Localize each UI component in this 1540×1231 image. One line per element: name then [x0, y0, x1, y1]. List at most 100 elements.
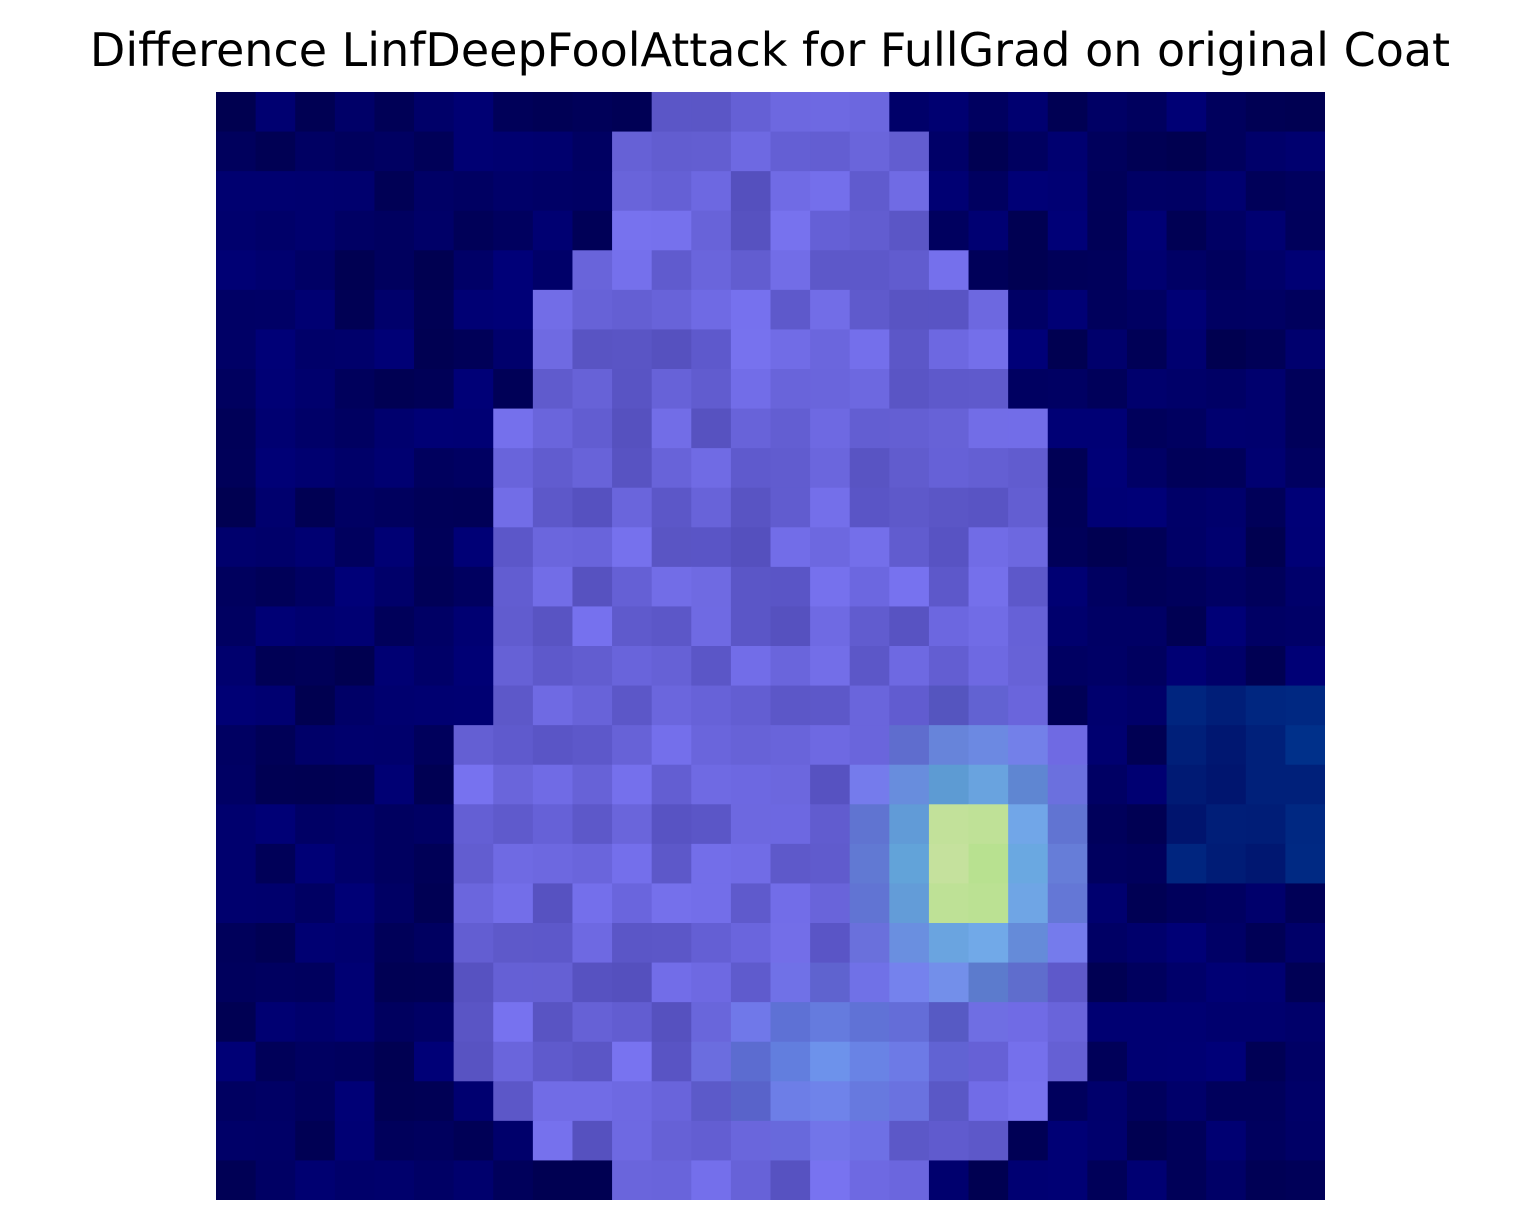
heatmap-cell — [810, 92, 851, 133]
heatmap-cell — [1206, 923, 1247, 964]
heatmap-cell — [572, 1120, 613, 1162]
heatmap-cell — [1206, 369, 1247, 410]
heatmap-cell — [612, 527, 653, 568]
heatmap-cell — [334, 646, 376, 687]
heatmap-cell — [889, 171, 930, 212]
heatmap-cell — [1047, 250, 1088, 291]
heatmap-cell — [612, 92, 653, 133]
heatmap-cell — [889, 329, 930, 370]
heatmap-cell — [1245, 646, 1286, 687]
heatmap-cell — [334, 725, 376, 766]
heatmap-cell — [691, 685, 732, 726]
heatmap-cell — [255, 92, 296, 133]
heatmap-cell — [612, 131, 653, 172]
heatmap-cell — [1047, 566, 1088, 608]
heatmap-cell — [1166, 962, 1207, 1003]
heatmap-cell — [1087, 843, 1128, 885]
heatmap-cell — [374, 843, 415, 885]
heatmap-cell — [889, 566, 930, 608]
heatmap-cell — [730, 408, 772, 449]
heatmap-cell — [1245, 250, 1286, 291]
heatmap-cell — [532, 843, 574, 885]
heatmap-cell — [255, 843, 296, 885]
heatmap-cell — [1166, 685, 1207, 726]
heatmap-cell — [889, 369, 930, 410]
heatmap-cell — [1087, 764, 1128, 805]
heatmap-cell — [414, 883, 455, 924]
heatmap-cell — [1285, 527, 1325, 568]
heatmap-cell — [651, 1041, 692, 1082]
heatmap-cell — [849, 527, 890, 568]
heatmap-cell — [1206, 1081, 1247, 1122]
heatmap-cell — [1166, 171, 1207, 212]
heatmap-cell — [414, 685, 455, 726]
heatmap-cell — [493, 646, 534, 687]
heatmap-cell — [730, 487, 772, 528]
heatmap-cell — [730, 210, 772, 251]
heatmap-cell — [1087, 92, 1128, 133]
heatmap-cell — [849, 843, 890, 885]
heatmap-cell — [453, 764, 494, 805]
heatmap-cell — [1285, 210, 1325, 251]
heatmap-cell — [532, 804, 574, 845]
heatmap-cell — [374, 289, 415, 331]
heatmap-cell — [255, 1160, 296, 1200]
heatmap-cell — [691, 1081, 732, 1122]
heatmap-cell — [928, 1041, 970, 1082]
heatmap-cell — [414, 1002, 455, 1043]
heatmap-cell — [928, 1081, 970, 1122]
heatmap-cell — [453, 369, 494, 410]
heatmap-cell — [1126, 764, 1168, 805]
heatmap-cell — [968, 566, 1009, 608]
heatmap-cell — [493, 408, 534, 449]
heatmap-cell — [334, 210, 376, 251]
heatmap-cell — [374, 527, 415, 568]
heatmap-cell — [1087, 804, 1128, 845]
heatmap-cell — [532, 448, 574, 489]
heatmap-cell — [295, 289, 336, 331]
heatmap-cell — [968, 1081, 1009, 1122]
heatmap-cell — [453, 1120, 494, 1162]
heatmap-cell — [1126, 250, 1168, 291]
heatmap-cell — [968, 883, 1009, 924]
heatmap-cell — [1285, 646, 1325, 687]
heatmap-cell — [255, 1120, 296, 1162]
heatmap-cell — [295, 843, 336, 885]
heatmap-cell — [1008, 210, 1049, 251]
heatmap-cell — [374, 566, 415, 608]
heatmap-cell — [770, 131, 811, 172]
heatmap-cell — [928, 171, 970, 212]
heatmap-cell — [849, 408, 890, 449]
heatmap-cell — [216, 1002, 257, 1043]
heatmap-cell — [968, 764, 1009, 805]
heatmap-cell — [1087, 1120, 1128, 1162]
heatmap-cell — [968, 487, 1009, 528]
heatmap-cell — [651, 250, 692, 291]
heatmap-cell — [414, 289, 455, 331]
heatmap-cell — [1087, 883, 1128, 924]
heatmap-cell — [612, 171, 653, 212]
heatmap-cell — [810, 1041, 851, 1082]
heatmap-cell — [414, 250, 455, 291]
heatmap-cell — [334, 1002, 376, 1043]
heatmap-cell — [453, 685, 494, 726]
heatmap-cell — [730, 250, 772, 291]
heatmap-cell — [730, 843, 772, 885]
heatmap-cell — [612, 487, 653, 528]
heatmap-cell — [1008, 369, 1049, 410]
heatmap-cell — [1087, 210, 1128, 251]
heatmap-cell — [493, 883, 534, 924]
heatmap-cell — [1206, 843, 1247, 885]
heatmap-cell — [255, 685, 296, 726]
heatmap-cell — [730, 646, 772, 687]
heatmap-cell — [651, 171, 692, 212]
heatmap-cell — [572, 92, 613, 133]
heatmap-cell — [651, 883, 692, 924]
heatmap-cell — [1285, 883, 1325, 924]
heatmap-cell — [414, 448, 455, 489]
heatmap-cell — [1047, 210, 1088, 251]
heatmap-cell — [374, 408, 415, 449]
heatmap-cell — [1166, 843, 1207, 885]
heatmap-cell — [651, 685, 692, 726]
heatmap-cell — [216, 448, 257, 489]
